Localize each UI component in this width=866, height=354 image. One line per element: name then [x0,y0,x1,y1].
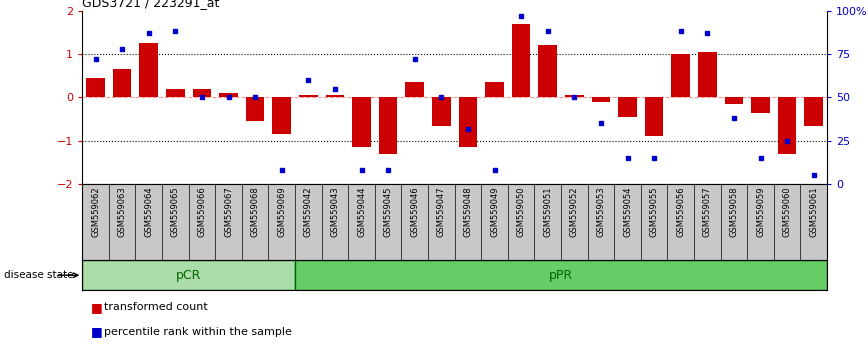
Bar [139,43,158,97]
Bar [273,97,291,134]
Text: GSM559054: GSM559054 [623,186,632,237]
Text: GSM559064: GSM559064 [145,186,153,237]
Text: GSM559060: GSM559060 [783,186,792,237]
Text: pPR: pPR [549,269,573,282]
Text: GSM559063: GSM559063 [118,186,126,237]
Text: GDS3721 / 223291_at: GDS3721 / 223291_at [82,0,220,10]
Text: GSM559067: GSM559067 [224,186,233,237]
Text: ■: ■ [91,325,103,338]
Bar [295,260,827,290]
Text: GSM559043: GSM559043 [331,186,339,237]
Bar [698,52,717,97]
Bar [565,95,584,97]
Bar [378,97,397,154]
Bar [512,24,531,97]
Text: GSM559059: GSM559059 [756,186,765,237]
Text: GSM559069: GSM559069 [277,186,287,237]
Bar [113,69,132,97]
Bar [432,97,450,126]
Bar [82,260,295,290]
Bar [246,97,264,121]
Text: GSM559052: GSM559052 [570,186,578,237]
Bar [459,97,477,147]
Text: GSM559062: GSM559062 [91,186,100,237]
Text: GSM559042: GSM559042 [304,186,313,237]
Bar [645,97,663,136]
Text: GSM559053: GSM559053 [597,186,605,237]
Text: GSM559058: GSM559058 [729,186,739,237]
Text: GSM559049: GSM559049 [490,186,499,237]
Text: GSM559057: GSM559057 [703,186,712,237]
Text: GSM559068: GSM559068 [250,186,260,237]
Text: GSM559050: GSM559050 [517,186,526,237]
Bar [539,45,557,97]
Text: GSM559045: GSM559045 [384,186,392,237]
Bar [778,97,797,154]
Text: GSM559048: GSM559048 [463,186,473,237]
Bar [166,89,184,97]
Bar [671,54,690,97]
Bar [618,97,637,117]
Text: pCR: pCR [176,269,202,282]
Bar [299,95,318,97]
Text: GSM559061: GSM559061 [809,186,818,237]
Text: GSM559056: GSM559056 [676,186,685,237]
Text: percentile rank within the sample: percentile rank within the sample [104,326,292,337]
Bar [751,97,770,113]
Text: GSM559066: GSM559066 [197,186,206,237]
Text: GSM559055: GSM559055 [650,186,659,237]
Text: GSM559047: GSM559047 [436,186,446,237]
Text: GSM559044: GSM559044 [357,186,366,237]
Bar [87,78,105,97]
Bar [405,82,424,97]
Bar [326,95,345,97]
Bar [352,97,371,147]
Text: disease state: disease state [4,270,74,280]
Text: GSM559065: GSM559065 [171,186,180,237]
Bar [219,93,238,97]
Bar [192,89,211,97]
Text: GSM559046: GSM559046 [410,186,419,237]
Text: GSM559051: GSM559051 [543,186,553,237]
Bar [805,97,823,126]
Text: ■: ■ [91,301,103,314]
Bar [591,97,611,102]
Bar [485,82,504,97]
Bar [725,97,743,104]
Text: transformed count: transformed count [104,302,208,313]
